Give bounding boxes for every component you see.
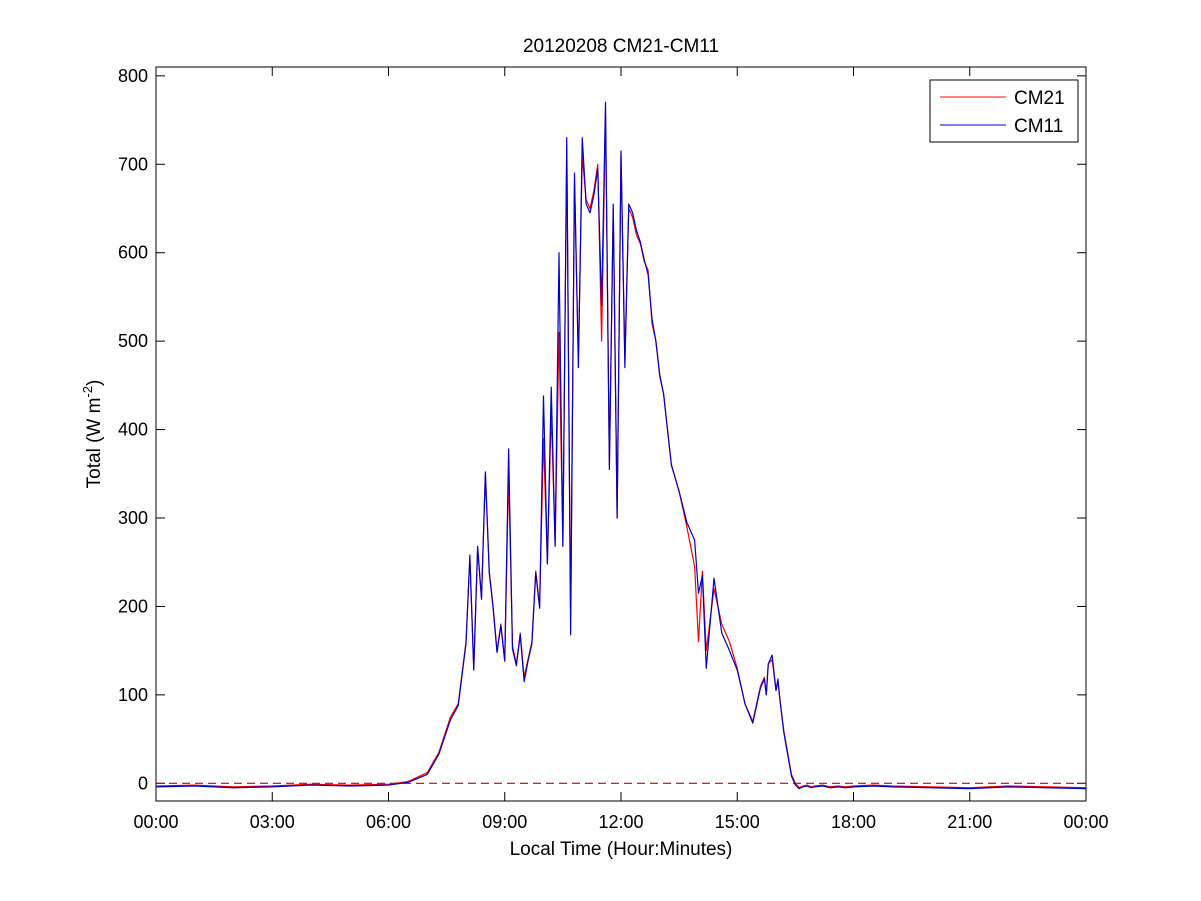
y-tick-label: 600 — [118, 243, 148, 263]
legend-label-cm21: CM21 — [1014, 88, 1065, 109]
legend-box — [929, 79, 1079, 143]
y-tick-label: 800 — [118, 66, 148, 86]
x-tick-label: 15:00 — [715, 812, 760, 832]
y-tick-labels: 0 100 200 300 400 500 600 700 800 — [118, 66, 148, 793]
x-tick-label: 21:00 — [947, 812, 992, 832]
y-axis-label: Total (W m-2) — [80, 380, 105, 489]
x-tick-label: 12:00 — [598, 812, 643, 832]
x-tick-label: 09:00 — [482, 812, 527, 832]
x-tick-labels: 00:00 03:00 06:00 09:00 12:00 15:00 18:00 21:00… — [133, 812, 1108, 832]
x-tick-label: 06:00 — [366, 812, 411, 832]
y-tick-label: 0 — [138, 773, 148, 793]
y-tick-label: 200 — [118, 596, 148, 616]
x-tick-label: 00:00 — [1063, 812, 1108, 832]
y-tick-label: 500 — [118, 331, 148, 351]
series-line-cm21 — [155, 110, 1087, 789]
series-layer — [155, 101, 1087, 790]
y-tick-label: 700 — [118, 154, 148, 174]
x-tick-label: 00:00 — [133, 812, 178, 832]
y-tick-label: 400 — [118, 420, 148, 440]
x-tick-label: 18:00 — [831, 812, 876, 832]
x-tick-label: 03:00 — [250, 812, 295, 832]
legend-label-cm11: CM11 — [1014, 116, 1063, 137]
x-axis-label: Local Time (Hour:Minutes) — [510, 839, 733, 860]
y-tick-label: 300 — [118, 508, 148, 528]
series-line-cm11 — [155, 101, 1087, 790]
y-axis-label-superscript: -2 — [80, 386, 95, 398]
legend: CM21 CM11 — [929, 79, 1079, 143]
y-tick-label: 100 — [118, 685, 148, 705]
chart-title: 20120208 CM21-CM11 — [523, 36, 719, 57]
axis-ticks — [155, 67, 1087, 801]
